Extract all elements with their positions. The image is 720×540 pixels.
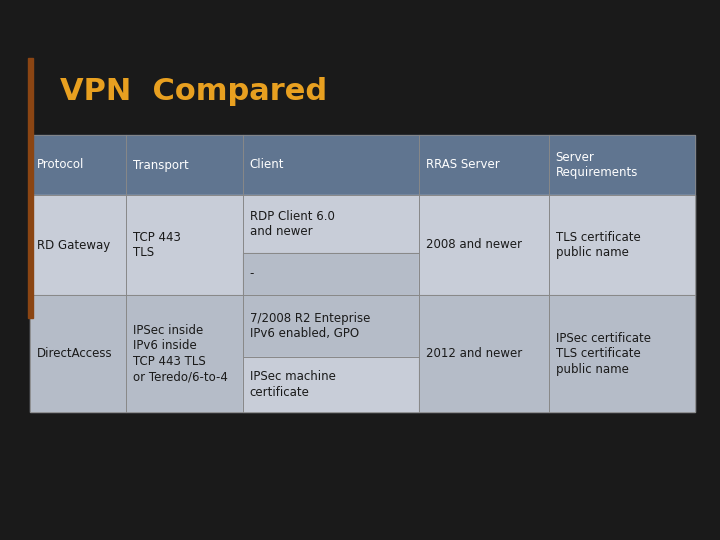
Bar — [243, 253, 419, 295]
Text: 7/2008 R2 Enteprise
IPv6 enabled, GPO: 7/2008 R2 Enteprise IPv6 enabled, GPO — [250, 312, 370, 340]
Bar — [243, 357, 419, 412]
Bar — [243, 135, 419, 195]
Text: Transport: Transport — [133, 159, 189, 172]
Bar — [549, 295, 695, 412]
Bar — [28, 58, 33, 318]
Text: 2012 and newer: 2012 and newer — [426, 347, 522, 360]
Text: DirectAccess: DirectAccess — [37, 347, 112, 360]
Bar — [419, 295, 549, 412]
Text: TLS certificate
public name: TLS certificate public name — [556, 231, 641, 259]
Text: RRAS Server: RRAS Server — [426, 159, 500, 172]
Bar — [419, 135, 549, 195]
Bar — [127, 295, 243, 412]
Bar — [30, 135, 127, 195]
Text: TCP 443
TLS: TCP 443 TLS — [133, 231, 181, 259]
Text: Server
Requirements: Server Requirements — [556, 151, 638, 179]
Bar — [243, 295, 419, 357]
Text: RDP Client 6.0
and newer: RDP Client 6.0 and newer — [250, 210, 335, 238]
Bar — [419, 195, 549, 295]
Text: IPSec inside
IPv6 inside
TCP 443 TLS
or Teredo/6-to-4: IPSec inside IPv6 inside TCP 443 TLS or … — [133, 324, 228, 383]
Bar — [127, 195, 243, 295]
Text: IPSec certificate
TLS certificate
public name: IPSec certificate TLS certificate public… — [556, 332, 651, 375]
Bar — [127, 135, 243, 195]
Bar — [243, 195, 419, 253]
Text: RD Gateway: RD Gateway — [37, 239, 110, 252]
Bar — [0, 414, 720, 540]
Text: -: - — [250, 267, 254, 280]
Bar — [30, 295, 127, 412]
Text: 2008 and newer: 2008 and newer — [426, 239, 522, 252]
Bar — [549, 135, 695, 195]
Bar — [30, 195, 127, 295]
Text: Protocol: Protocol — [37, 159, 84, 172]
Bar — [549, 195, 695, 295]
Text: VPN  Compared: VPN Compared — [60, 78, 327, 106]
Text: IPSec machine
certificate: IPSec machine certificate — [250, 370, 336, 399]
Text: Client: Client — [250, 159, 284, 172]
